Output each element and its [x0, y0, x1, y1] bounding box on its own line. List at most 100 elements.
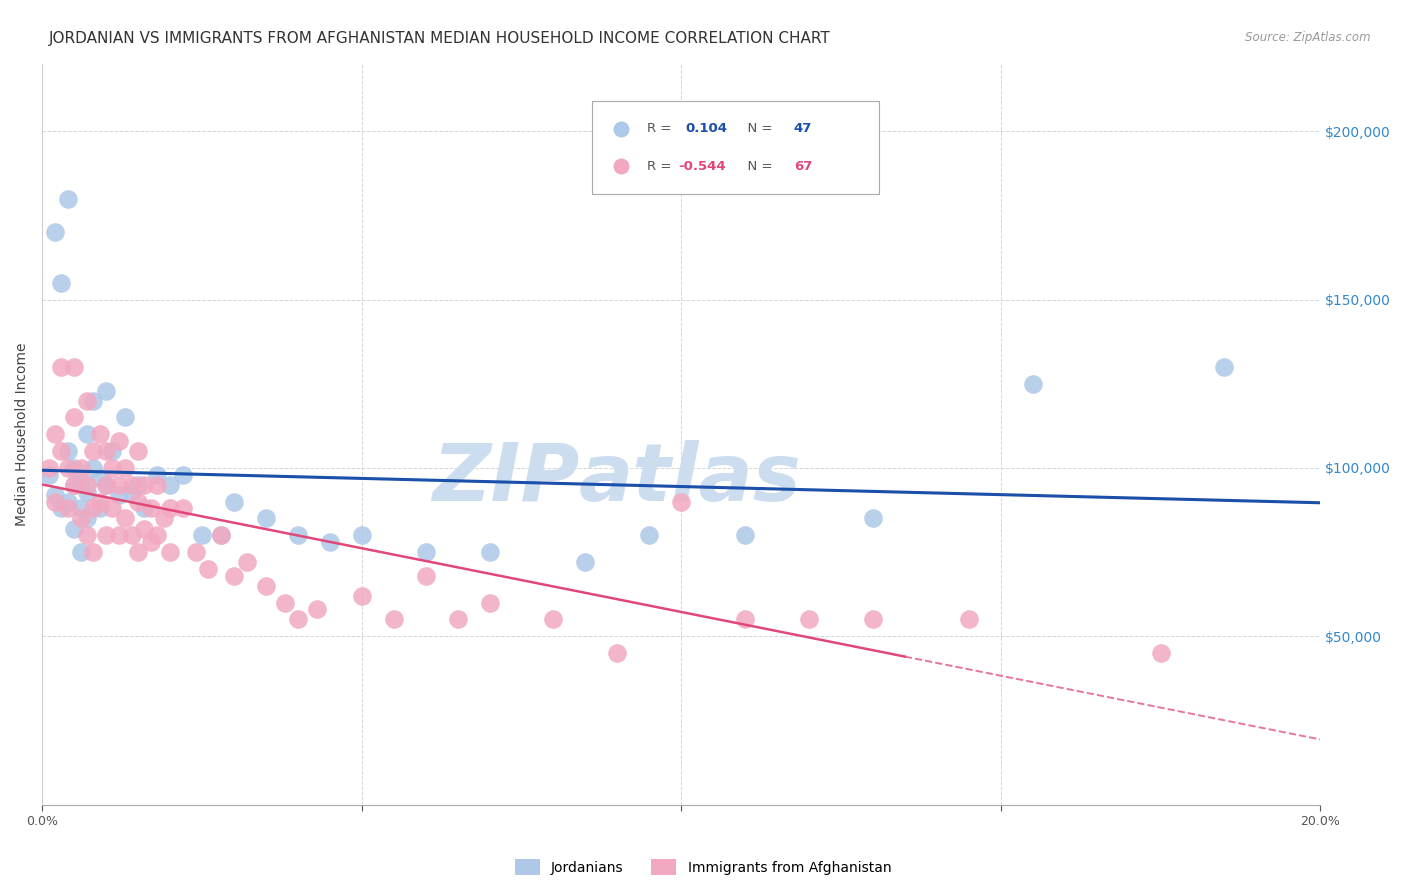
- Point: [56, 494, 79, 508]
- Point: [51, 501, 73, 516]
- Point: [191, 528, 214, 542]
- Point: [478, 596, 501, 610]
- Point: [134, 477, 156, 491]
- Point: [734, 612, 756, 626]
- Point: [89, 471, 111, 485]
- Point: [382, 612, 405, 626]
- Point: [127, 494, 149, 508]
- Legend: Jordanians, Immigrants from Afghanistan: Jordanians, Immigrants from Afghanistan: [509, 854, 897, 880]
- Point: [1149, 646, 1171, 660]
- FancyBboxPatch shape: [592, 101, 879, 194]
- Point: [734, 528, 756, 542]
- Point: [94, 384, 117, 398]
- Point: [139, 501, 162, 516]
- Point: [82, 393, 104, 408]
- Text: R =: R =: [647, 160, 675, 172]
- Point: [44, 488, 66, 502]
- Point: [127, 545, 149, 559]
- Point: [121, 528, 143, 542]
- Point: [350, 589, 373, 603]
- Point: [63, 477, 86, 491]
- Point: [350, 528, 373, 542]
- Point: [114, 511, 136, 525]
- Point: [82, 444, 104, 458]
- Point: [108, 434, 131, 448]
- Point: [415, 568, 437, 582]
- Point: [1021, 376, 1043, 391]
- Point: [209, 528, 232, 542]
- Text: ZIP: ZIP: [432, 440, 579, 517]
- Point: [159, 501, 181, 516]
- Point: [235, 555, 257, 569]
- Point: [862, 612, 884, 626]
- Point: [56, 461, 79, 475]
- Point: [108, 488, 131, 502]
- Point: [51, 359, 73, 374]
- Point: [89, 427, 111, 442]
- Text: JORDANIAN VS IMMIGRANTS FROM AFGHANISTAN MEDIAN HOUSEHOLD INCOME CORRELATION CHA: JORDANIAN VS IMMIGRANTS FROM AFGHANISTAN…: [49, 31, 831, 46]
- Point: [134, 522, 156, 536]
- Point: [139, 535, 162, 549]
- Point: [446, 612, 468, 626]
- Point: [69, 545, 91, 559]
- Point: [319, 535, 342, 549]
- Point: [76, 528, 98, 542]
- Point: [94, 477, 117, 491]
- Text: 47: 47: [794, 122, 813, 135]
- Point: [63, 522, 86, 536]
- Point: [415, 545, 437, 559]
- Point: [862, 511, 884, 525]
- Point: [76, 477, 98, 491]
- Point: [69, 501, 91, 516]
- Point: [127, 444, 149, 458]
- Point: [38, 467, 60, 482]
- Point: [121, 484, 143, 499]
- Point: [108, 477, 131, 491]
- Point: [209, 528, 232, 542]
- Point: [51, 276, 73, 290]
- Point: [184, 545, 207, 559]
- Text: N =: N =: [738, 122, 776, 135]
- Point: [38, 461, 60, 475]
- Point: [69, 511, 91, 525]
- Point: [222, 568, 245, 582]
- Point: [606, 646, 628, 660]
- Text: Source: ZipAtlas.com: Source: ZipAtlas.com: [1246, 31, 1371, 45]
- Point: [172, 501, 194, 516]
- Point: [101, 444, 124, 458]
- Point: [638, 528, 661, 542]
- Point: [274, 596, 297, 610]
- Point: [957, 612, 980, 626]
- Point: [76, 484, 98, 499]
- Point: [94, 528, 117, 542]
- Point: [89, 494, 111, 508]
- Point: [197, 562, 219, 576]
- Point: [44, 427, 66, 442]
- Text: R =: R =: [647, 122, 675, 135]
- Point: [159, 477, 181, 491]
- Point: [82, 501, 104, 516]
- Point: [101, 501, 124, 516]
- Text: 0.104: 0.104: [685, 122, 727, 135]
- Point: [82, 545, 104, 559]
- Point: [127, 477, 149, 491]
- Point: [76, 393, 98, 408]
- Point: [63, 461, 86, 475]
- Point: [114, 410, 136, 425]
- Point: [478, 545, 501, 559]
- Point: [146, 528, 169, 542]
- Point: [44, 494, 66, 508]
- Point: [108, 528, 131, 542]
- Point: [94, 477, 117, 491]
- Point: [121, 477, 143, 491]
- Point: [51, 444, 73, 458]
- Point: [76, 511, 98, 525]
- Text: atlas: atlas: [579, 440, 801, 517]
- Point: [1213, 359, 1236, 374]
- Point: [134, 501, 156, 516]
- Point: [44, 225, 66, 239]
- Point: [82, 461, 104, 475]
- Point: [222, 494, 245, 508]
- Text: -0.544: -0.544: [679, 160, 727, 172]
- Point: [671, 494, 693, 508]
